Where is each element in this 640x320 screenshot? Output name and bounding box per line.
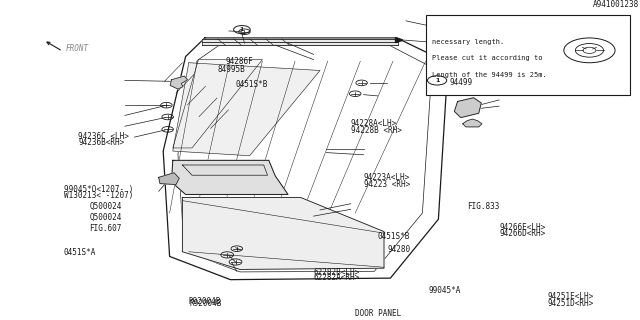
Text: 0451S*B: 0451S*B xyxy=(236,80,268,89)
Text: 94266D<RH>: 94266D<RH> xyxy=(499,229,545,238)
Polygon shape xyxy=(159,173,179,185)
Text: Q500024: Q500024 xyxy=(90,202,122,211)
Text: DOOR PANEL: DOOR PANEL xyxy=(355,309,401,318)
Text: 94236C <LH>: 94236C <LH> xyxy=(78,132,129,141)
Text: 62282A<RH>: 62282A<RH> xyxy=(314,274,360,283)
Text: 1: 1 xyxy=(240,27,244,32)
Text: 0451S*B: 0451S*B xyxy=(378,232,410,241)
Text: 94236B<RH>: 94236B<RH> xyxy=(78,138,124,147)
Polygon shape xyxy=(463,119,482,127)
Text: 94266E<LH>: 94266E<LH> xyxy=(499,223,545,232)
Text: FIG.607: FIG.607 xyxy=(90,224,122,233)
Text: 94280: 94280 xyxy=(387,244,410,254)
Polygon shape xyxy=(396,38,403,43)
Text: FIG.833: FIG.833 xyxy=(467,202,500,211)
Text: Q500024: Q500024 xyxy=(90,213,122,222)
Text: 94228A<LH>: 94228A<LH> xyxy=(351,119,397,128)
Text: R92004B: R92004B xyxy=(189,299,222,308)
Text: Length of the 94499 is 25m.: Length of the 94499 is 25m. xyxy=(432,72,547,78)
Polygon shape xyxy=(172,160,288,195)
Polygon shape xyxy=(435,25,458,34)
Text: 94223A<LH>: 94223A<LH> xyxy=(364,173,410,182)
Text: 94223 <RH>: 94223 <RH> xyxy=(364,180,410,188)
Text: 1: 1 xyxy=(435,78,439,83)
Text: 84995B: 84995B xyxy=(218,65,245,74)
Text: 99045*A: 99045*A xyxy=(429,286,461,295)
Text: 99045*O<1207- ): 99045*O<1207- ) xyxy=(64,185,133,194)
Text: 62282B<LH>: 62282B<LH> xyxy=(314,268,360,277)
Text: 0451S*A: 0451S*A xyxy=(64,248,97,257)
Text: necessary length.: necessary length. xyxy=(432,39,504,45)
Text: 94286F: 94286F xyxy=(225,57,253,66)
Text: 94251D<RH>: 94251D<RH> xyxy=(547,299,593,308)
Text: R92004B: R92004B xyxy=(188,297,221,306)
FancyBboxPatch shape xyxy=(426,15,630,95)
Polygon shape xyxy=(173,60,262,148)
Text: W130213< -1207): W130213< -1207) xyxy=(64,191,133,200)
Text: 94499: 94499 xyxy=(450,78,473,87)
Polygon shape xyxy=(182,197,384,269)
Text: A941001238: A941001238 xyxy=(593,0,639,9)
Text: 94251E<LH>: 94251E<LH> xyxy=(547,292,593,301)
Polygon shape xyxy=(170,76,188,89)
Text: Please cut it according to: Please cut it according to xyxy=(432,55,543,61)
Polygon shape xyxy=(173,63,320,156)
Text: 94228B <RH>: 94228B <RH> xyxy=(351,126,401,135)
Polygon shape xyxy=(454,98,481,117)
Text: FRONT: FRONT xyxy=(65,44,88,53)
